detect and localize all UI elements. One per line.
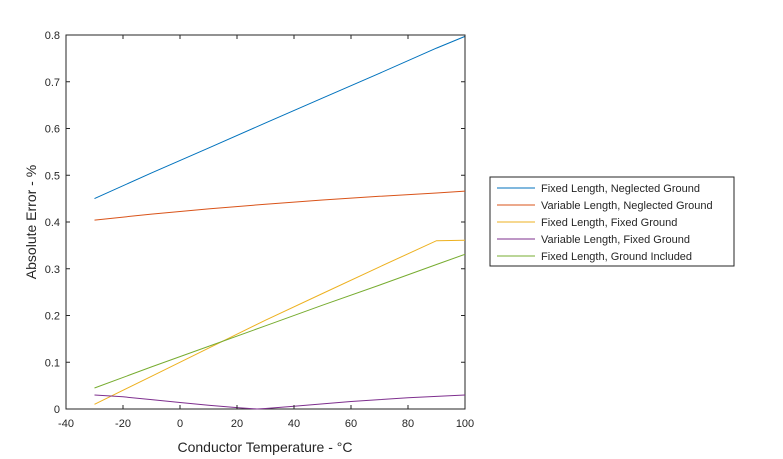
x-tick-label: 60 bbox=[345, 418, 357, 430]
legend-label-1: Fixed Length, Neglected Ground bbox=[541, 183, 700, 195]
y-tick-label: 0 bbox=[54, 404, 60, 416]
series-line-1 bbox=[94, 35, 466, 200]
x-tick-label: 40 bbox=[288, 418, 300, 430]
series-layer bbox=[94, 35, 466, 410]
series-line-2 bbox=[94, 190, 466, 221]
y-tick-label: 0.1 bbox=[45, 357, 60, 369]
y-tick-label: 0.5 bbox=[45, 170, 60, 182]
legend-label-2: Variable Length, Neglected Ground bbox=[541, 200, 713, 212]
x-tick-label: 0 bbox=[177, 418, 183, 430]
y-axis-label: Absolute Error - % bbox=[23, 165, 39, 279]
tick-layer: -40 -20 0 20 40 60 80 100 0 0.1 0.2 0.3 0.4 0.5 0.6 0.7… bbox=[45, 30, 474, 430]
x-tick-label: 20 bbox=[231, 418, 243, 430]
x-axis-label-unit: °C bbox=[337, 439, 353, 455]
x-tick-label: -40 bbox=[58, 418, 74, 430]
series-line-3 bbox=[94, 239, 466, 405]
x-axis-label-text: Conductor Temperature - bbox=[178, 439, 337, 455]
legend-label-4: Variable Length, Fixed Ground bbox=[541, 234, 690, 246]
x-tick-label: 80 bbox=[402, 418, 414, 430]
x-tick-label: -20 bbox=[115, 418, 131, 430]
x-tick-label: 100 bbox=[456, 418, 474, 430]
legend: Fixed Length, Neglected Ground Variable L… bbox=[489, 176, 735, 267]
y-tick-label: 0.7 bbox=[45, 77, 60, 89]
y-tick-label: 0.8 bbox=[45, 30, 60, 42]
y-tick-label: 0.4 bbox=[45, 217, 60, 229]
legend-label-3: Fixed Length, Fixed Ground bbox=[541, 217, 677, 229]
y-tick-label: 0.3 bbox=[45, 264, 60, 276]
x-axis-label: Conductor Temperature - °C bbox=[178, 439, 353, 455]
plot-area bbox=[65, 34, 466, 410]
y-tick-label: 0.2 bbox=[45, 311, 60, 323]
series-line-5 bbox=[94, 253, 466, 389]
y-tick-label: 0.6 bbox=[45, 124, 60, 136]
legend-label-5: Fixed Length, Ground Included bbox=[541, 251, 692, 263]
series-line-4 bbox=[94, 394, 466, 410]
